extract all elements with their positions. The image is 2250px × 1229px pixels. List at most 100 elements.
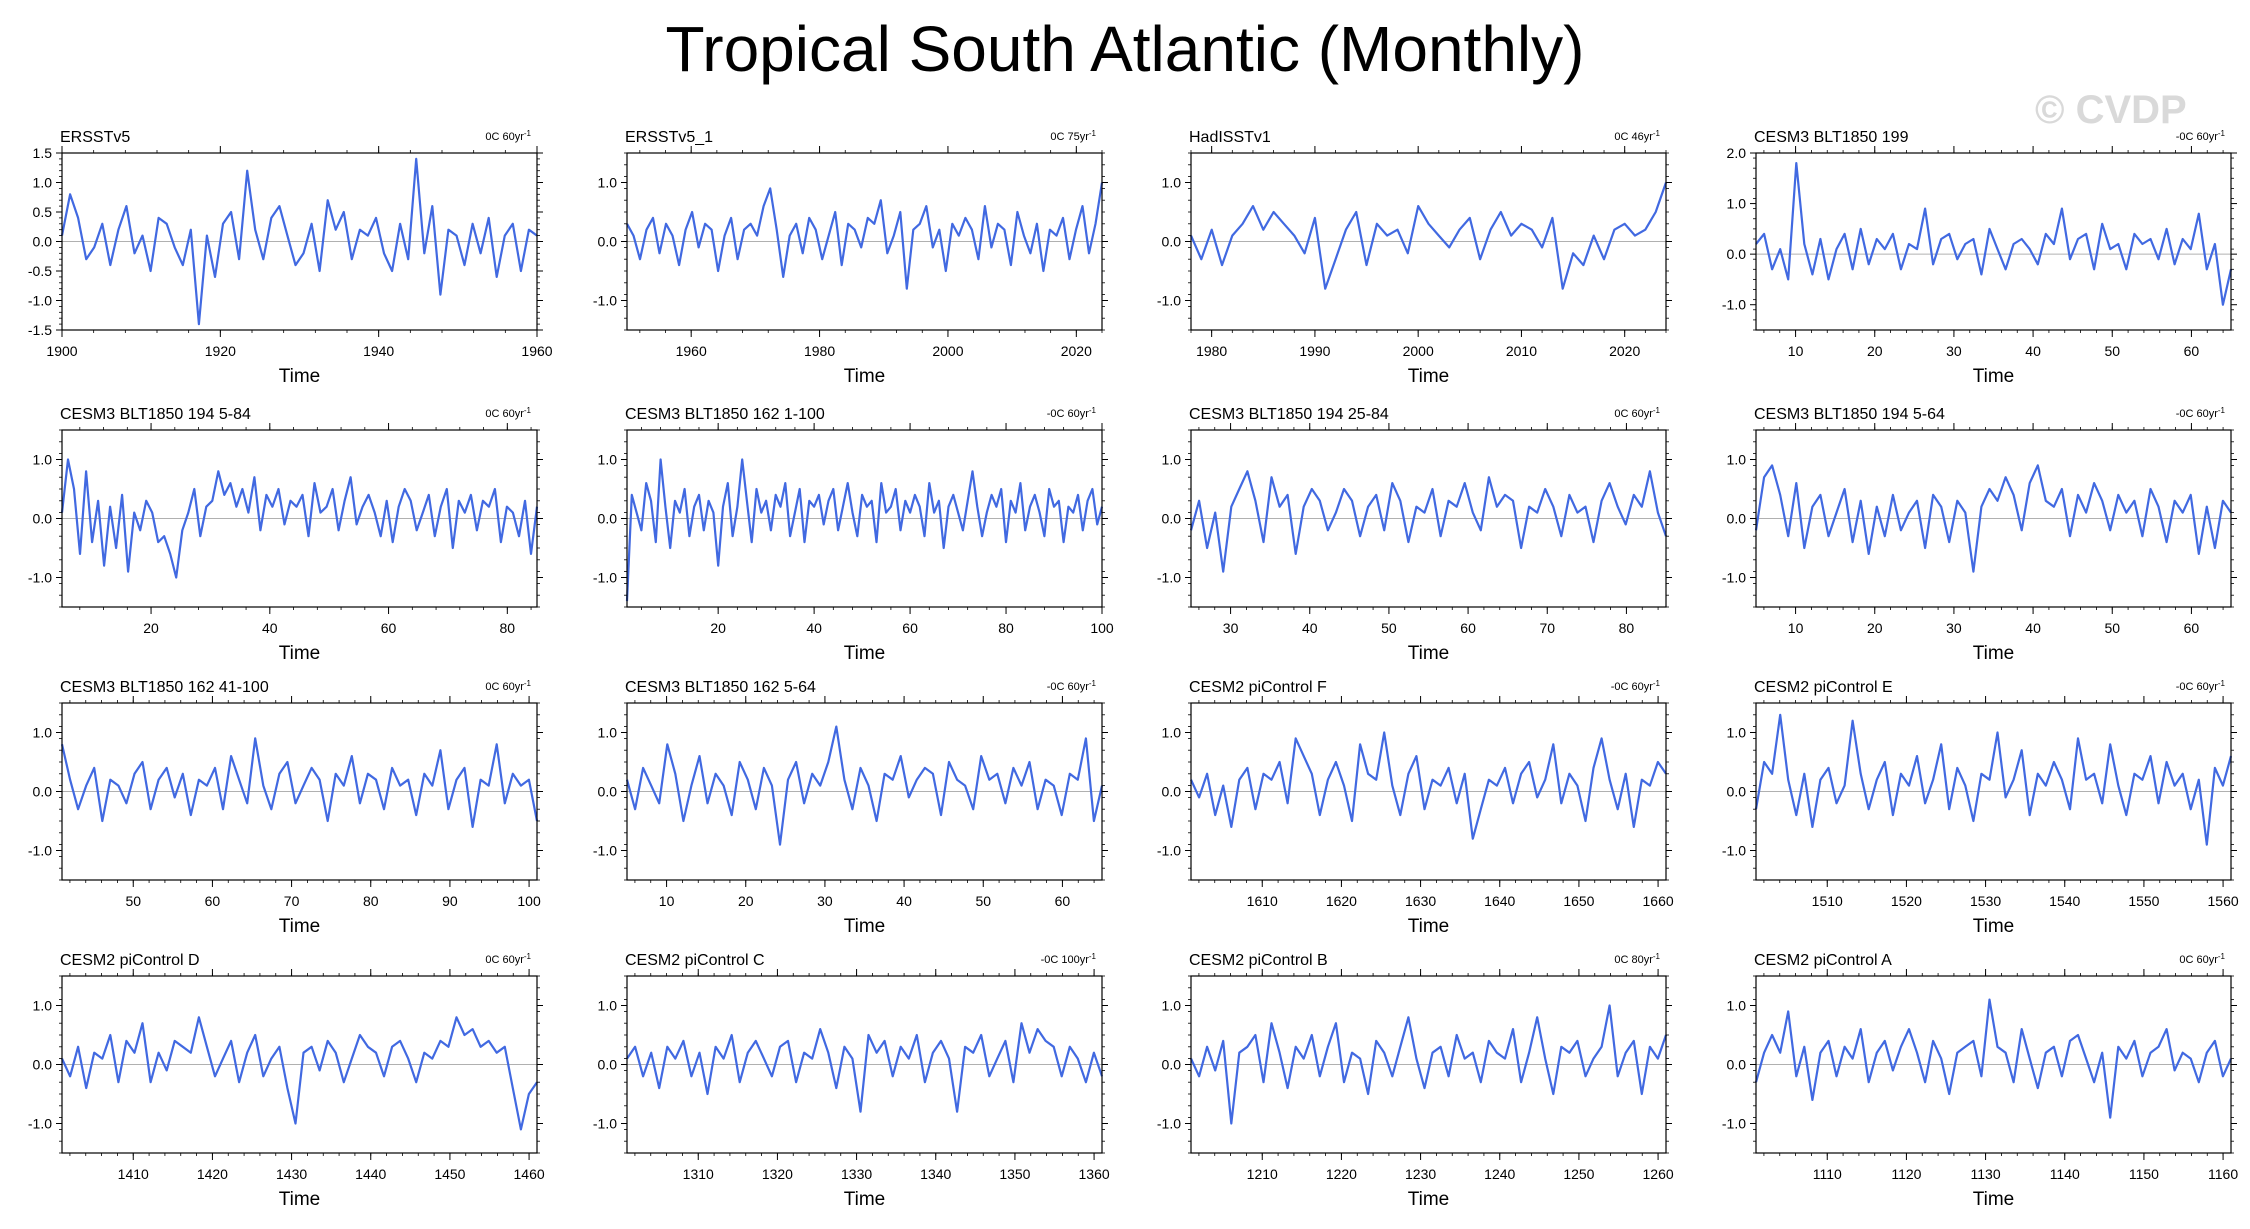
x-tick-label: 1660 [1643,893,1674,909]
panel-trend-exponent: -1 [1653,679,1661,688]
y-tick-label: 1.0 [33,725,53,741]
panel-trend-exponent: -1 [1089,406,1097,415]
y-tick-label: 0.0 [33,784,53,800]
y-tick-label: -1.5 [28,322,52,338]
x-tick-label: 50 [2104,343,2120,359]
x-axis-label: Time [279,643,321,664]
panel-trend: -0C 100yr-1 [1041,952,1097,967]
panel-title: CESM3 BLT1850 199 [1754,129,1909,146]
y-tick-label: 1.0 [1162,175,1182,191]
y-tick-label: 1.0 [1727,452,1747,468]
y-tick-label: 1.0 [33,998,53,1014]
series-line [626,182,1104,290]
panel-14: CESM2 piControl B 0C 80yr-1 -1.0 0.0 1.0 1210… [1157,952,1674,1211]
cvdp-watermark: © CVDP [2035,88,2187,132]
panel-title: CESM2 piControl B [1189,952,1328,969]
x-tick-label: 1540 [2049,893,2080,909]
x-tick-label: 1310 [683,1166,714,1182]
series-line [1189,182,1668,290]
x-tick-label: 2000 [1403,343,1434,359]
x-axis-label: Time [279,1189,321,1210]
y-tick-label: -1.0 [1157,1116,1181,1132]
x-tick-label: 1160 [2208,1166,2238,1182]
x-tick-label: 40 [2025,620,2041,636]
x-tick-label: 50 [125,893,141,909]
x-tick-label: 100 [517,893,541,909]
x-tick-label: 90 [442,893,458,909]
panel-15: CESM2 piControl A 0C 60yr-1 -1.0 0.0 1.0 1110… [1722,952,2238,1211]
x-tick-label: 70 [1539,620,1555,636]
series-line [625,458,1104,602]
panel-trend: -0C 60yr-1 [1047,679,1097,694]
x-axis-label: Time [1408,643,1450,664]
x-tick-label: 20 [738,893,754,909]
series-line [60,737,539,829]
x-axis-label: Time [1973,643,2015,664]
x-tick-label: 1150 [2129,1166,2159,1182]
x-tick-label: 1940 [363,343,394,359]
y-tick-label: 0.0 [598,234,618,250]
y-tick-label: 0.0 [1727,511,1747,527]
panel-13: CESM2 piControl C -0C 100yr-1 -1.0 0.0 1.0 13… [593,952,1110,1211]
x-tick-label: 30 [1946,620,1962,636]
y-tick-label: -1.0 [1157,293,1181,309]
panel-4: CESM3 BLT1850 194 5-84 0C 60yr-1 -1.0 0.0 1.… [28,406,543,664]
x-tick-label: 20 [143,620,159,636]
panel-title: HadISSTv1 [1189,129,1271,146]
panel-title: CESM3 BLT1850 162 41-100 [60,679,269,696]
panel-5: CESM3 BLT1850 162 1-100 -0C 60yr-1 -1.0 0.0… [593,406,1114,665]
panel-12: CESM2 piControl D 0C 60yr-1 -1.0 0.0 1.0 1410… [28,952,545,1211]
x-tick-label: 1360 [1079,1166,1110,1182]
x-tick-label: 1990 [1299,343,1330,359]
x-tick-label: 40 [896,893,912,909]
x-tick-label: 2020 [1061,343,1092,359]
panel-trend: 0C 60yr-1 [485,679,531,694]
y-tick-label: 0.0 [33,511,53,527]
y-tick-label: -1.0 [1157,570,1181,586]
x-tick-label: 60 [1460,620,1476,636]
x-tick-label: 1260 [1643,1166,1674,1182]
x-tick-label: 50 [2104,620,2120,636]
x-tick-label: 10 [1788,343,1804,359]
y-tick-label: 1.0 [1727,196,1747,212]
panel-2: HadISSTv1 0C 46yr-1 -1.0 0.0 1.0 1980 1990 2000… [1157,129,1672,387]
x-tick-label: 80 [998,620,1014,636]
x-tick-label: 1640 [1484,893,1515,909]
y-tick-label: 0.0 [598,784,618,800]
panel-0: ERSSTv5 0C 60yr-1 -1.5 -1.0 -0.5 0.0 0.5 1.0 1.5… [28,129,553,388]
panel-trend: -0C 60yr-1 [2176,679,2226,694]
series-line [1189,1004,1668,1125]
x-tick-label: 1340 [920,1166,951,1182]
panel-trend-exponent: -1 [524,679,532,688]
x-axis-label: Time [279,366,321,387]
x-tick-label: 1510 [1812,893,1843,909]
x-tick-label: 1250 [1563,1166,1594,1182]
x-tick-label: 1980 [804,343,835,359]
y-tick-label: -1.0 [28,843,52,859]
panel-trend: 0C 60yr-1 [2179,952,2225,967]
x-tick-label: 20 [1867,620,1883,636]
x-tick-label: 1240 [1484,1166,1515,1182]
y-tick-label: 0.0 [1727,1057,1747,1073]
x-axis-label: Time [1973,366,2015,387]
panel-7: CESM3 BLT1850 194 5-64 -0C 60yr-1 -1.0 0.0 1… [1722,406,2237,664]
x-tick-label: 1550 [2128,893,2159,909]
panel-trend-exponent: -1 [1089,952,1097,961]
x-tick-label: 40 [806,620,822,636]
y-tick-label: 1.0 [598,452,618,468]
y-tick-label: 1.0 [598,175,618,191]
x-axis-label: Time [1408,916,1450,937]
x-tick-label: 1220 [1326,1166,1357,1182]
x-tick-label: 1900 [46,343,77,359]
y-tick-label: -1.0 [593,570,617,586]
x-tick-label: 1560 [2208,893,2239,909]
series-line [626,1022,1104,1113]
series-line [625,725,1104,846]
y-tick-label: -1.0 [1722,843,1746,859]
x-axis-label: Time [1973,916,2015,937]
series-line [1189,731,1667,840]
y-tick-label: -1.0 [593,293,617,309]
y-tick-label: -1.0 [593,1116,617,1132]
series-line [60,1016,538,1131]
panel-title: CESM2 piControl E [1754,679,1893,696]
